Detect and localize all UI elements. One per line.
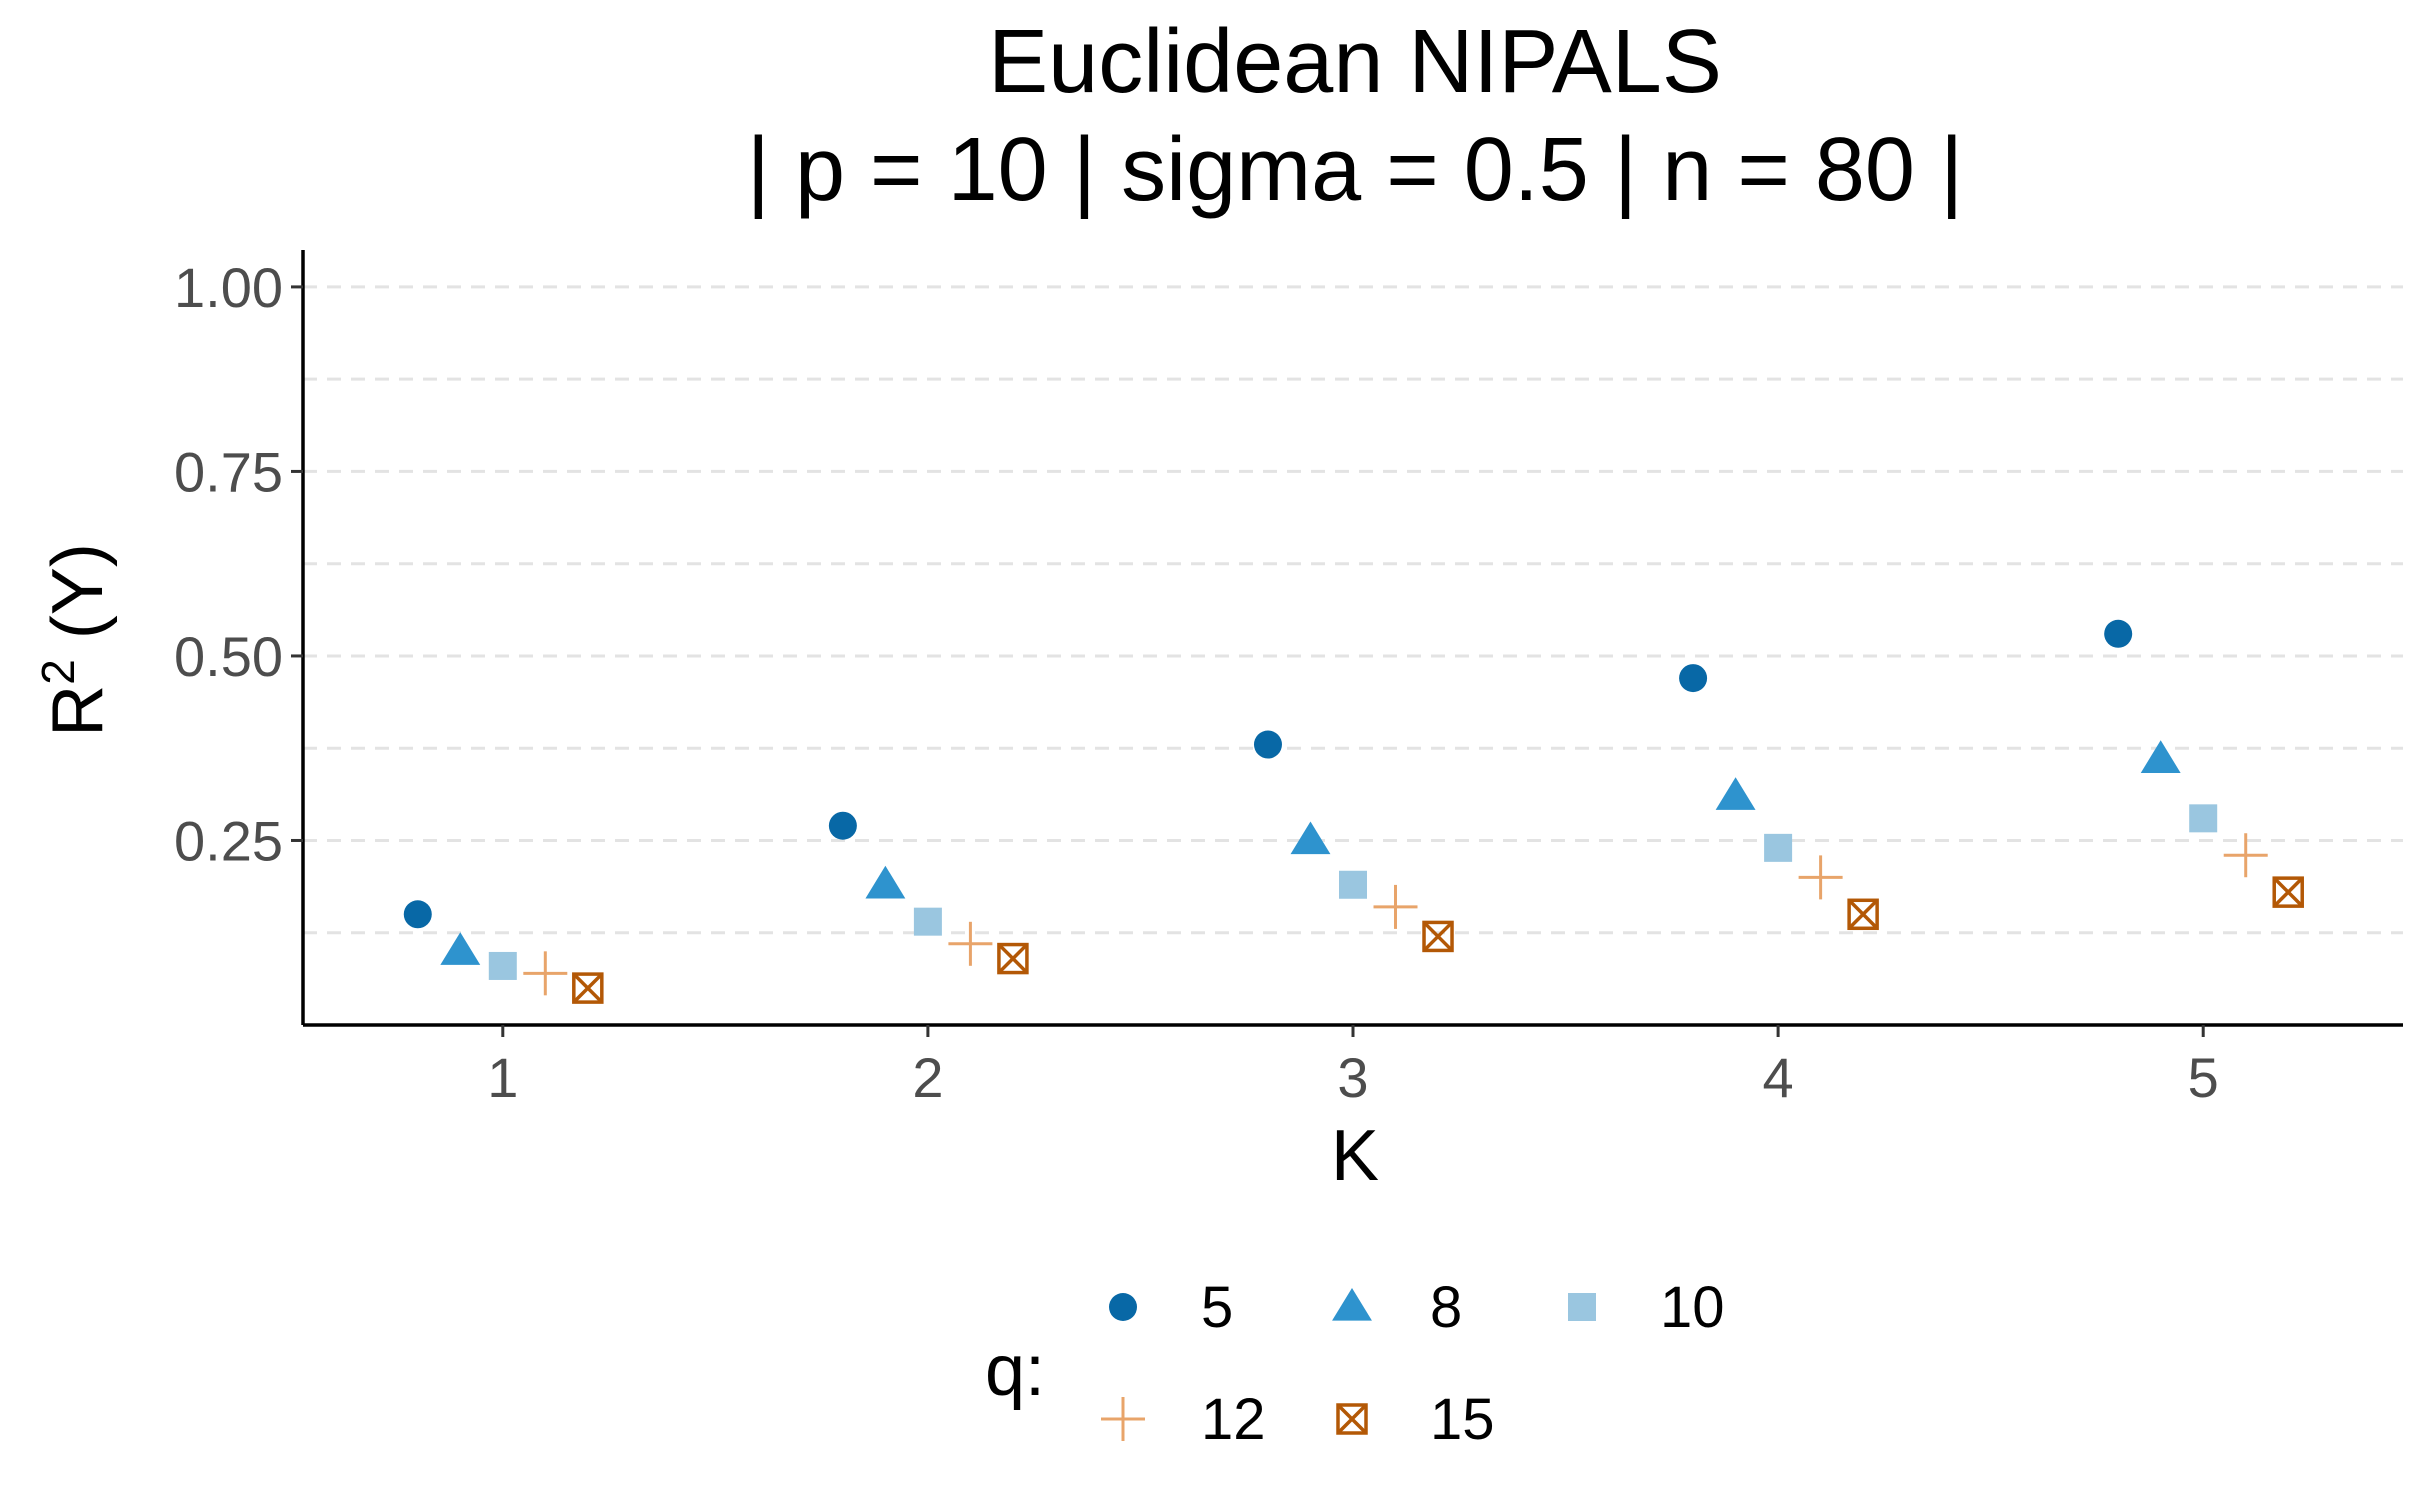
legend-label: 10 <box>1660 1275 1725 1340</box>
x-tick-label: 1 <box>487 1046 518 1109</box>
y-axis-title-superscript: 2 <box>32 659 84 685</box>
data-point-q5 <box>1253 730 1282 759</box>
legend-label: 5 <box>1201 1275 1233 1340</box>
legend-label: 8 <box>1430 1275 1462 1340</box>
data-points <box>403 619 2304 1004</box>
data-point-q8 <box>2140 740 2181 773</box>
data-point-q15 <box>1422 920 1454 953</box>
data-point-q12 <box>948 921 993 966</box>
data-point-q10 <box>2189 804 2218 833</box>
chart-title: Euclidean NIPALS <box>988 12 1722 112</box>
data-point-q15 <box>1847 898 1879 931</box>
legend-key-q10 <box>1568 1293 1596 1321</box>
data-point-q10 <box>913 907 942 936</box>
data-point-q12 <box>523 951 568 996</box>
data-point-q15 <box>572 972 604 1004</box>
y-tick-label: 0.50 <box>174 625 283 688</box>
data-point-q12 <box>1373 884 1418 929</box>
data-point-q15 <box>997 942 1029 975</box>
x-axis-ticks: 1 2 3 4 5 <box>487 1025 2219 1109</box>
y-tick-label: 0.25 <box>174 809 283 872</box>
y-axis-title-suffix: (Y) <box>38 543 118 659</box>
chart-title-group: Euclidean NIPALS | p = 10 | sigma = 0.5 … <box>747 12 1964 220</box>
chart-subtitle: | p = 10 | sigma = 0.5 | n = 80 | <box>747 120 1964 220</box>
data-point-q8 <box>1715 777 1756 810</box>
data-point-q8 <box>440 932 481 965</box>
y-axis-title: R2 (Y) <box>32 543 118 737</box>
y-tick-label: 0.75 <box>174 440 283 503</box>
axes <box>301 250 2403 1027</box>
x-tick-label: 3 <box>1337 1046 1368 1109</box>
legend-title: q: <box>985 1331 1045 1411</box>
data-point-q5 <box>1679 664 1708 693</box>
grid-lines <box>303 285 2403 935</box>
data-point-q5 <box>828 811 857 840</box>
y-axis-ticks: 0.25 0.50 0.75 1.00 <box>174 256 303 872</box>
data-point-q10 <box>488 951 517 980</box>
data-point-q10 <box>1764 833 1793 862</box>
legend-key-q12 <box>1101 1397 1145 1441</box>
legend-label: 15 <box>1430 1387 1495 1452</box>
y-tick-label: 1.00 <box>174 256 283 319</box>
data-point-q10 <box>1339 870 1367 899</box>
legend-label: 12 <box>1201 1387 1266 1452</box>
data-point-q5 <box>2104 619 2133 648</box>
x-tick-label: 5 <box>2188 1046 2219 1109</box>
data-point-q5 <box>403 900 432 929</box>
legend: q: 5 8 10 12 15 <box>985 1275 1725 1452</box>
data-point-q15 <box>2272 876 2304 908</box>
legend-key-q5 <box>1109 1293 1137 1321</box>
data-point-q8 <box>1290 821 1331 855</box>
y-axis-title-base: R <box>38 685 118 737</box>
data-point-q8 <box>865 865 906 899</box>
legend-key-q15 <box>1336 1403 1368 1435</box>
x-tick-label: 4 <box>1763 1046 1794 1109</box>
data-point-q12 <box>2223 833 2268 878</box>
data-point-q12 <box>1798 855 1843 900</box>
legend-key-q8 <box>1332 1288 1372 1321</box>
x-tick-label: 2 <box>912 1046 943 1109</box>
x-axis-title: K <box>1331 1116 1379 1196</box>
